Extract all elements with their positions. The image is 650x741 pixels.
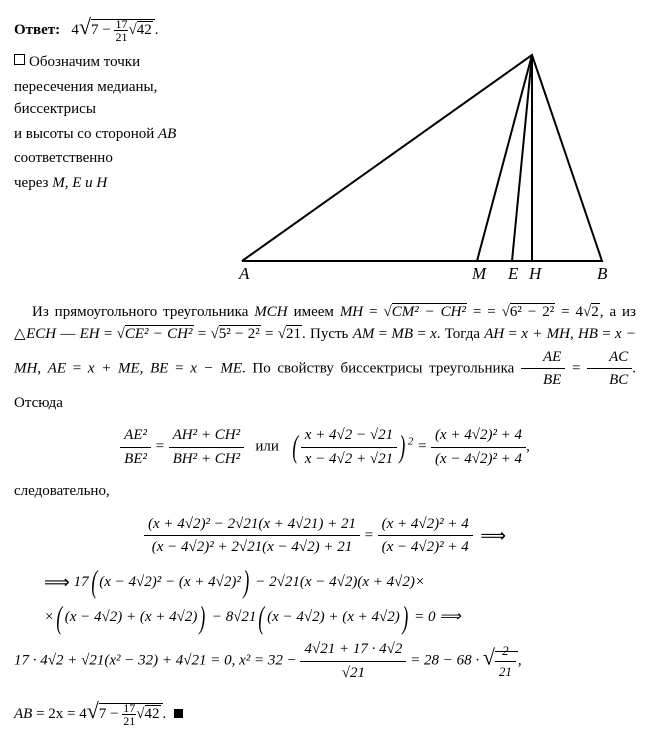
equation-3a: ⟹ 17((x − 4√2)² − (x + 4√2)²) − 2√21(x −… <box>14 569 636 596</box>
answer-expr: 4√7 − 1721√42. <box>68 22 159 38</box>
answer-line: Ответ: 4√7 − 1721√42. <box>14 10 636 43</box>
qed-icon <box>174 709 183 718</box>
top-section: Обозначим точки пересечения медианы, бис… <box>14 51 636 297</box>
final-line: AB = 2x = 4√7 − 1721√42. <box>14 694 636 727</box>
equation-4: 17 · 4√2 + √21(x² − 32) + 4√21 = 0, x² =… <box>14 638 636 684</box>
triangle-diagram: C A M E H B C <box>232 51 636 297</box>
svg-text:C: C <box>524 51 536 53</box>
label-A: A <box>238 264 250 283</box>
consequently: следовательно, <box>14 480 636 503</box>
equation-2: (x + 4√2)² − 2√21(x + 4√21) + 21(x − 4√2… <box>14 513 636 559</box>
equation-3b: ×((x − 4√2) + (x + 4√2)) − 8√21((x − 4√2… <box>14 606 636 629</box>
equation-1: AE²BE² = AH² + CH²BH² + CH² или (x + 4√2… <box>14 424 636 470</box>
answer-label: Ответ: <box>14 22 60 38</box>
label-M: M <box>471 264 487 283</box>
body-text: Из прямоугольного треугольника MCH имеем… <box>14 301 636 728</box>
label-B: B <box>597 264 608 283</box>
paragraph-1: Из прямоугольного треугольника MCH имеем… <box>14 301 636 415</box>
proof-box-icon <box>14 54 25 65</box>
label-E: E <box>507 264 519 283</box>
label-H: H <box>528 264 543 283</box>
intro-text: Обозначим точки пересечения медианы, бис… <box>14 51 232 196</box>
